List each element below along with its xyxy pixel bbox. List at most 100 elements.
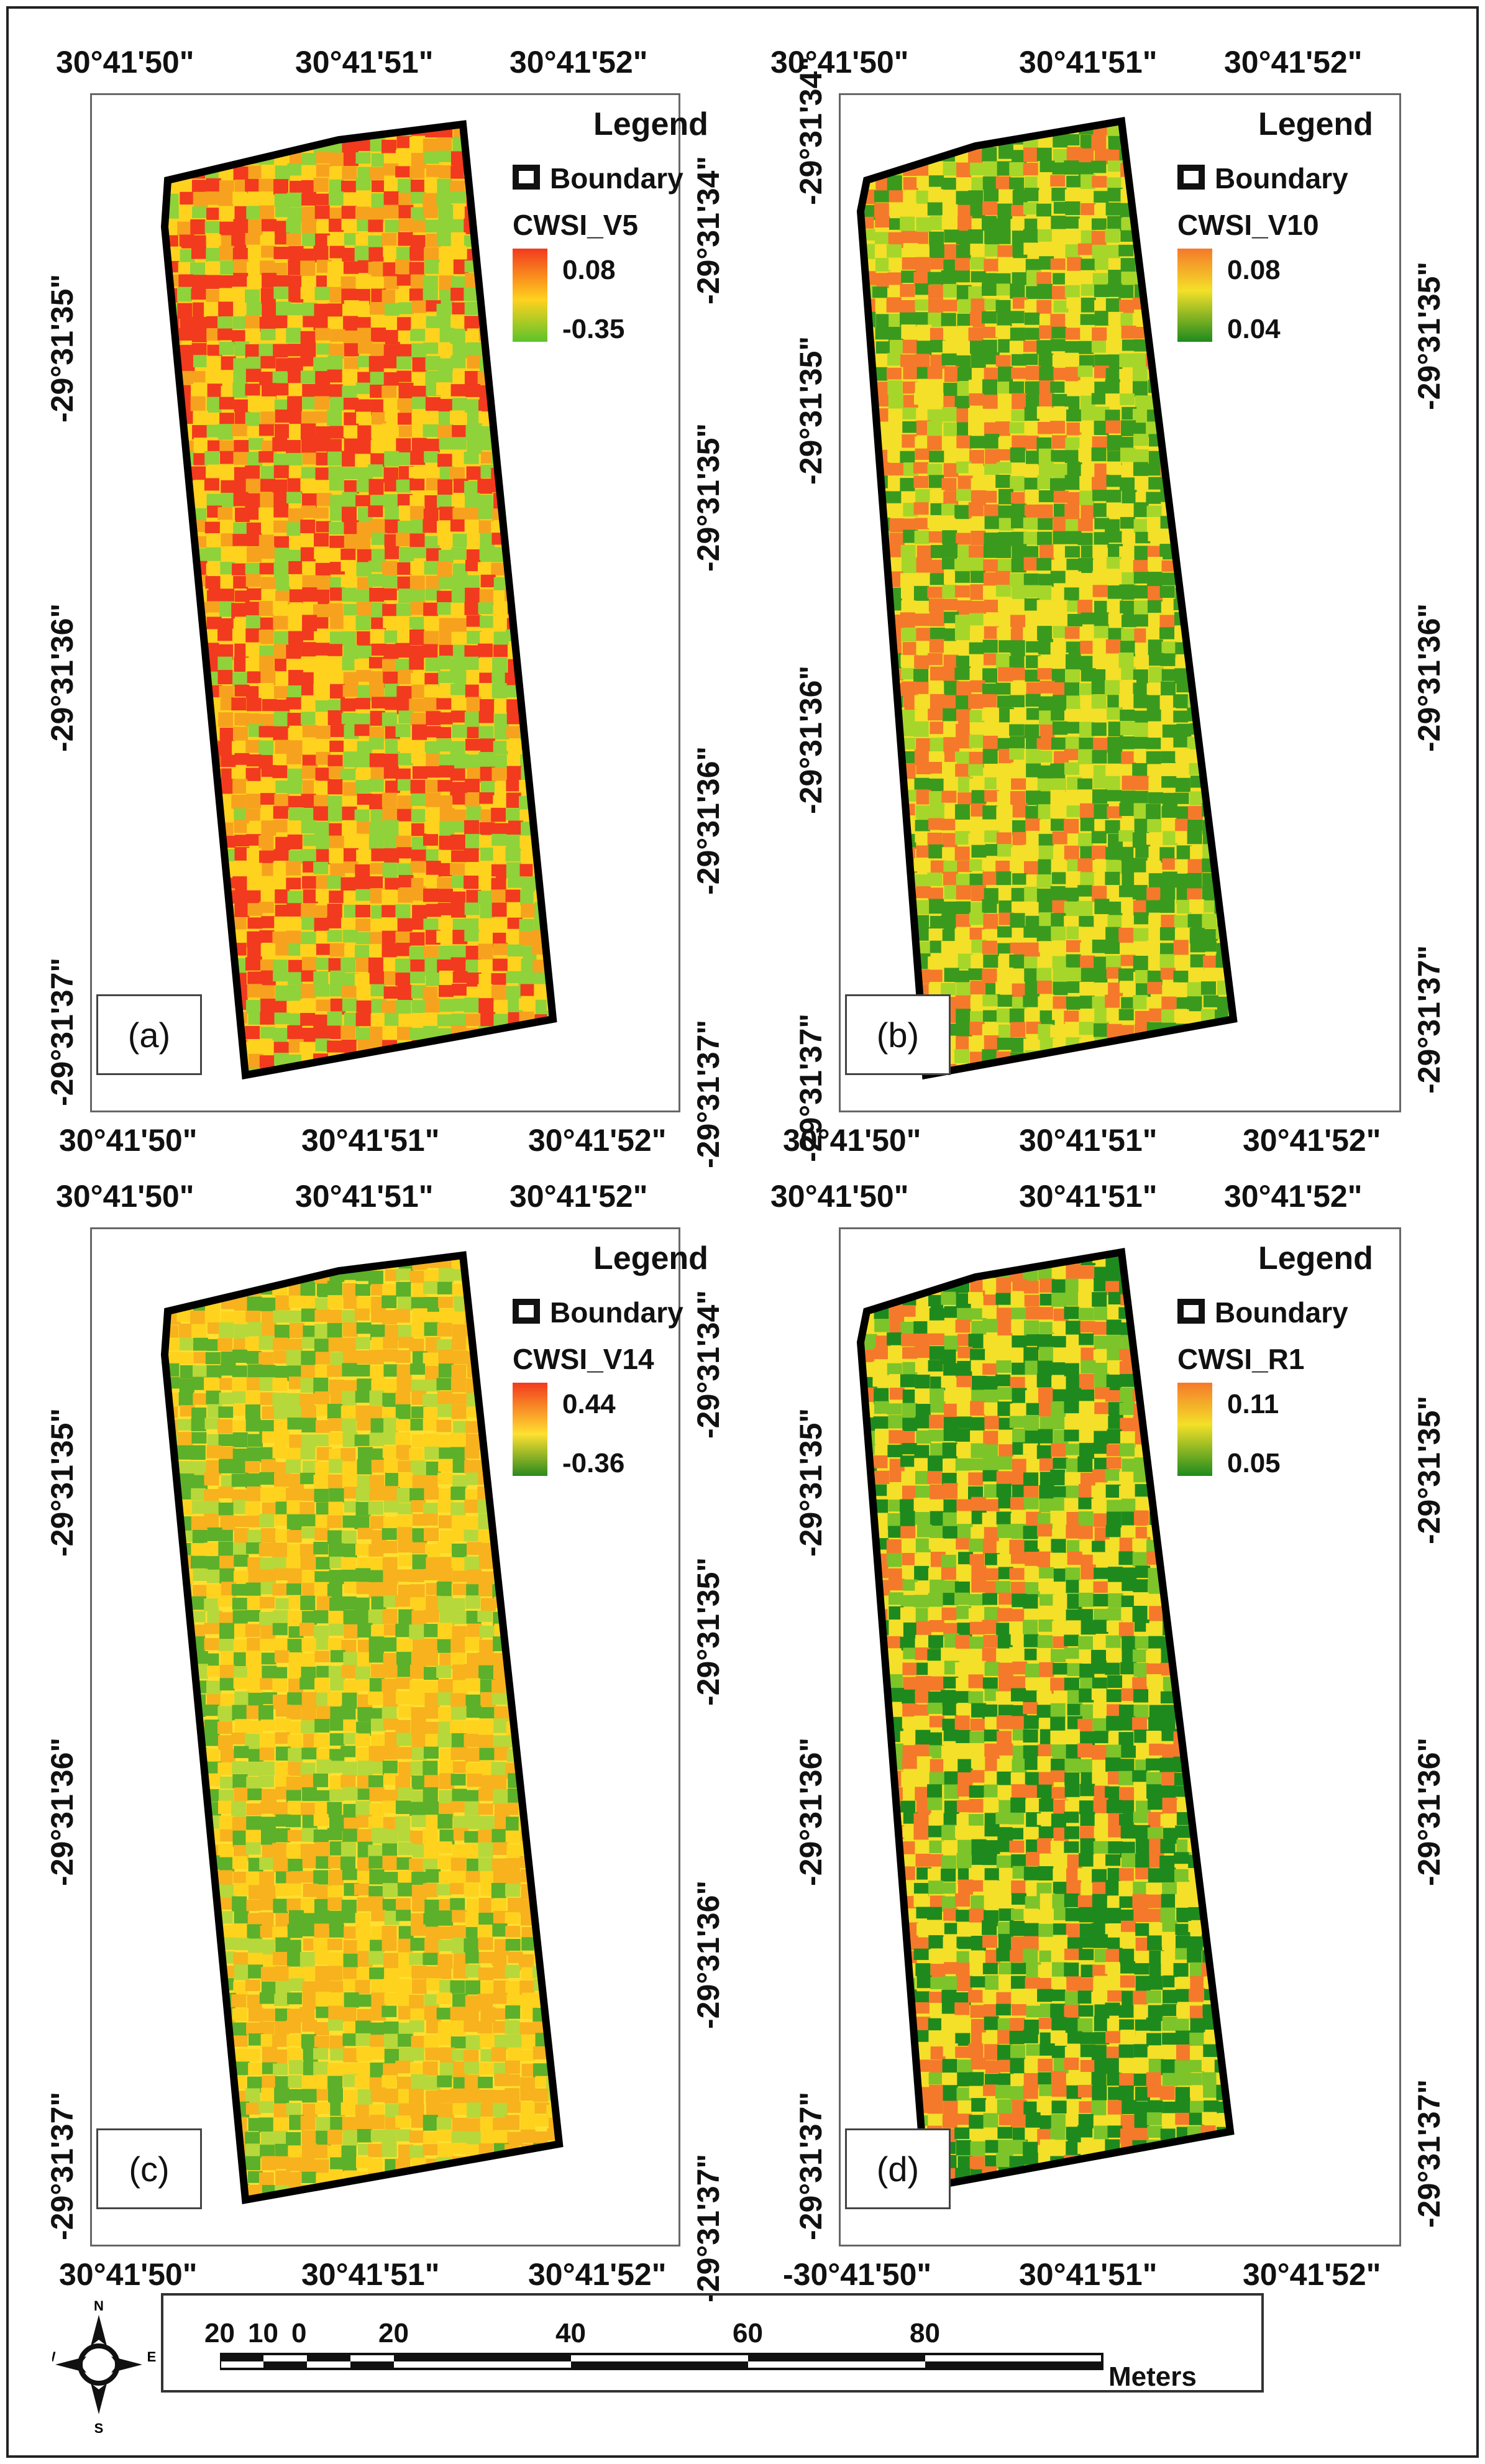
cwsi-raster-a: [160, 120, 557, 1080]
scale-bar: [220, 2353, 1103, 2370]
bottom-longitude-label-a-2: 30°41'52": [528, 1123, 667, 1158]
bottom-longitude-label-b-0: 30°41'50": [783, 1123, 921, 1158]
scale-units: Meters: [1108, 2361, 1197, 2392]
legend-boundary-label-a: Boundary: [550, 162, 683, 195]
field-boundary-c: [160, 1251, 564, 2205]
east-label: E: [147, 2349, 157, 2365]
legend-boundary-swatch-b: [1177, 165, 1205, 190]
map-furniture: N S E W 20 10 0 20 40 60 80 Meters: [9, 2293, 1476, 2448]
left-latitude-label-c-0: -29°31'35": [45, 1408, 80, 1557]
right-latitude-label-c-3: -29°31'37": [691, 2153, 726, 2302]
bottom-longitude-label-d-2: 30°41'52": [1243, 2257, 1381, 2292]
left-latitude-label-d-0: -29°31'35": [793, 1408, 828, 1557]
bottom-longitude-label-d-1: 30°41'51": [1019, 2257, 1158, 2292]
panel-label-c: (c): [129, 2149, 170, 2189]
scale-bar-frame: [161, 2293, 1264, 2393]
bottom-longitude-label-a-1: 30°41'51": [301, 1123, 440, 1158]
right-latitude-label-d-2: -29°31'37": [1412, 2079, 1446, 2228]
scale-tick-4: 40: [555, 2318, 586, 2348]
left-latitude-label-b-1: -29°31'35": [793, 336, 828, 485]
raster-cells-b: [861, 121, 1233, 1075]
raster-cells-c: [165, 1255, 559, 2200]
panel-label-d: (d): [876, 2149, 920, 2189]
bottom-longitude-label-b-1: 30°41'51": [1019, 1123, 1158, 1158]
legend-boundary-label-b: Boundary: [1215, 162, 1348, 195]
top-longitude-label-c-0: 30°41'50": [56, 1179, 194, 1214]
right-latitude-label-c-0: -29°31'34": [691, 1289, 726, 1439]
figure-frame: [6, 6, 1479, 2458]
scale-tick-0: 20: [204, 2318, 235, 2348]
left-latitude-label-c-1: -29°31'36": [45, 1737, 80, 1886]
west-label: W: [52, 2349, 56, 2365]
scale-tick-6: 80: [910, 2318, 940, 2348]
right-latitude-label-a-3: -29°31'37": [691, 1019, 726, 1168]
cwsi-raster-d: [856, 1248, 1235, 2192]
top-longitude-label-a-2: 30°41'52": [509, 45, 648, 80]
bottom-longitude-label-c-1: 30°41'51": [301, 2257, 440, 2292]
north-arrow-icon: N S E W: [52, 2298, 157, 2436]
raster-cells-a: [165, 124, 553, 1075]
legend-ramp-high-d: 0.11: [1227, 1389, 1279, 1419]
legend-color-ramp-d: [1177, 1383, 1212, 1476]
right-latitude-label-a-2: -29°31'36": [691, 746, 726, 895]
bottom-longitude-label-b-2: 30°41'52": [1243, 1123, 1381, 1158]
top-longitude-label-d-1: 30°41'51": [1019, 1179, 1158, 1214]
top-longitude-label-d-0: 30°41'50": [770, 1179, 909, 1214]
right-latitude-label-c-2: -29°31'36": [691, 1880, 726, 2029]
legend-color-ramp-a: [513, 249, 547, 342]
legend-title-d: Legend: [1258, 1240, 1373, 1276]
legend-ramp-low-d: 0.05: [1227, 1448, 1281, 1478]
right-latitude-label-c-1: -29°31'35": [691, 1557, 726, 1706]
scale-tick-5: 60: [733, 2318, 763, 2348]
legend-title-a: Legend: [593, 106, 708, 142]
legend-layer-name-d: CWSI_R1: [1177, 1343, 1305, 1375]
right-latitude-label-d-1: -29°31'36": [1412, 1737, 1446, 1886]
field-boundary-a: [160, 120, 557, 1080]
top-longitude-label-d-2: 30°41'52": [1224, 1179, 1363, 1214]
right-latitude-label-d-0: -29°31'35": [1412, 1395, 1446, 1544]
legend-layer-name-c: CWSI_V14: [513, 1343, 654, 1375]
legend-boundary-swatch-c: [513, 1299, 540, 1324]
top-longitude-label-c-2: 30°41'52": [509, 1179, 648, 1214]
raster-cells-d: [861, 1252, 1230, 2187]
panel-label-b: (b): [876, 1015, 920, 1055]
legend-ramp-low-a: -0.35: [562, 314, 625, 344]
bottom-longitude-label-c-0: 30°41'50": [59, 2257, 198, 2292]
right-latitude-label-b-1: -29°31'36": [1412, 603, 1446, 752]
legend-color-ramp-b: [1177, 249, 1212, 342]
field-boundary-b: [856, 117, 1238, 1080]
scale-tick-2: 0: [291, 2318, 307, 2348]
legend-title-c: Legend: [593, 1240, 708, 1276]
legend-layer-name-a: CWSI_V5: [513, 209, 638, 241]
panel-label-a: (a): [127, 1015, 171, 1055]
cwsi-raster-b: [856, 117, 1238, 1080]
panel-label-box-c: (c): [96, 2128, 202, 2209]
legend-ramp-low-b: 0.04: [1227, 314, 1281, 344]
legend-layer-name-b: CWSI_V10: [1177, 209, 1319, 241]
legend-color-ramp-c: [513, 1383, 547, 1476]
bottom-longitude-label-a-0: 30°41'50": [59, 1123, 198, 1158]
left-latitude-label-a-1: -29°31'36": [45, 603, 80, 752]
legend-boundary-label-c: Boundary: [550, 1296, 683, 1329]
left-latitude-label-d-2: -29°31'37": [793, 2091, 828, 2240]
left-latitude-label-d-1: -29°31'36": [793, 1737, 828, 1886]
top-longitude-label-b-1: 30°41'51": [1019, 45, 1158, 80]
scale-tick-3: 20: [378, 2318, 409, 2348]
field-boundary-d: [856, 1248, 1235, 2192]
bottom-longitude-label-d-0: -30°41'50": [783, 2257, 932, 2292]
south-label: S: [94, 2420, 104, 2436]
legend-boundary-swatch-a: [513, 165, 540, 190]
top-longitude-label-b-2: 30°41'52": [1224, 45, 1363, 80]
panel-label-box-b: (b): [845, 994, 951, 1075]
north-label: N: [94, 2298, 104, 2314]
bottom-longitude-label-c-2: 30°41'52": [528, 2257, 667, 2292]
cwsi-raster-c: [160, 1251, 564, 2205]
legend-ramp-low-c: -0.36: [562, 1448, 625, 1478]
legend-boundary-label-d: Boundary: [1215, 1296, 1348, 1329]
legend-ramp-high-b: 0.08: [1227, 255, 1281, 285]
legend-boundary-swatch-d: [1177, 1299, 1205, 1324]
left-latitude-label-a-0: -29°31'35": [45, 273, 80, 423]
right-latitude-label-b-0: -29°31'35": [1412, 261, 1446, 410]
left-latitude-label-a-2: -29°31'37": [45, 957, 80, 1106]
top-longitude-label-a-1: 30°41'51": [295, 45, 434, 80]
